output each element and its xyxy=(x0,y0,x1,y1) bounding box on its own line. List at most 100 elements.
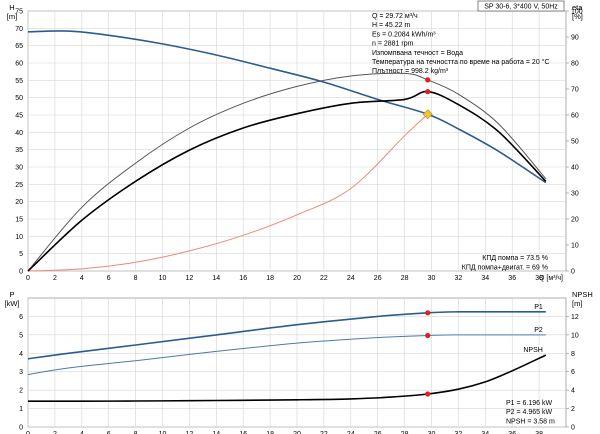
upper-x-tick-label: 0 xyxy=(26,275,30,282)
upper-x-tick-label: 6 xyxy=(107,275,111,282)
upper-x-tick-label: 26 xyxy=(374,275,382,282)
upper-right-tick-label: 0 xyxy=(571,269,575,276)
upper-x-tick-label: 30 xyxy=(428,275,436,282)
lower-x-tick-label: 2 xyxy=(53,431,57,434)
lower-left-tick-label: 0 xyxy=(19,425,23,432)
upper-series-line-1 xyxy=(27,113,429,272)
lower-x-tick-label: 20 xyxy=(293,431,301,434)
upper-x-axis-label: Q [м³/ч] xyxy=(539,275,563,282)
lower-right-tick-label: 8 xyxy=(571,351,575,358)
upper-x-tick-label: 8 xyxy=(134,275,138,282)
lower-right-tick-label: 12 xyxy=(571,314,579,321)
lower-x-tick-label: 26 xyxy=(374,431,382,434)
lower-right-tick-label: 10 xyxy=(571,332,579,339)
header-text: SP 30-6, 3*400 V, 50Hz xyxy=(484,4,558,11)
upper-left-tick-label: 60 xyxy=(15,61,23,68)
lower-x-tick-label: 32 xyxy=(455,431,463,434)
info-line: H = 45.22 m xyxy=(372,22,410,29)
info-line: Es = 0.2084 kWh/m³ xyxy=(372,31,436,38)
upper-x-tick-label: 4 xyxy=(80,275,84,282)
lower-duty-point-marker xyxy=(425,310,431,316)
upper-x-tick-label: 16 xyxy=(239,275,247,282)
lower-left-tick-label: 5 xyxy=(19,332,23,339)
lower-info-line: P2 = 4.965 kW xyxy=(506,409,553,416)
lower-x-tick-label: 30 xyxy=(428,431,436,434)
lower-duty-point-marker xyxy=(425,391,431,397)
upper-left-tick-label: 10 xyxy=(15,234,23,241)
lower-left-tick-label: 1 xyxy=(19,406,23,413)
upper-x-tick-label: 22 xyxy=(320,275,328,282)
lower-left-tick-label: 2 xyxy=(19,388,23,395)
upper-right-tick-label: 90 xyxy=(571,35,579,42)
upper-left-tick-label: 0 xyxy=(19,269,23,276)
upper-x-tick-label: 34 xyxy=(481,275,489,282)
lower-left-tick-label: 6 xyxy=(19,314,23,321)
upper-x-tick-label: 2 xyxy=(53,275,57,282)
lower-right-tick-label: 4 xyxy=(571,388,575,395)
lower-info-line: NPSH = 3.58 m xyxy=(506,418,555,425)
upper-x-tick-label: 36 xyxy=(508,275,516,282)
upper-left-tick-label: 45 xyxy=(15,113,23,120)
upper-right-tick-label: 50 xyxy=(571,139,579,146)
upper-left-axis-unit: [m] xyxy=(7,12,17,21)
lower-x-tick-label: 14 xyxy=(212,431,220,434)
upper-left-tick-label: 30 xyxy=(15,165,23,172)
upper-x-tick-label: 32 xyxy=(455,275,463,282)
upper-right-tick-label: 70 xyxy=(571,87,579,94)
lower-left-axis-label: P xyxy=(9,290,14,299)
lower-x-tick-label: 16 xyxy=(239,431,247,434)
upper-left-tick-label: 20 xyxy=(15,199,23,206)
lower-x-tick-label: 22 xyxy=(320,431,328,434)
lower-x-tick-label: 18 xyxy=(266,431,274,434)
upper-x-tick-label: 24 xyxy=(347,275,355,282)
upper-left-tick-label: 15 xyxy=(15,217,23,224)
lower-x-tick-label: 24 xyxy=(347,431,355,434)
upper-left-tick-label: 65 xyxy=(15,43,23,50)
lower-left-axis-unit: [kW] xyxy=(5,299,20,308)
upper-right-tick-label: 20 xyxy=(571,217,579,224)
upper-x-tick-label: 14 xyxy=(212,275,220,282)
lower-left-tick-label: 3 xyxy=(19,369,23,376)
lower-series-label-p1: P1 xyxy=(534,304,543,311)
lower-left-tick-label: 4 xyxy=(19,351,23,358)
upper-left-tick-label: 70 xyxy=(15,26,23,33)
upper-right-axis-unit: [%] xyxy=(572,12,583,21)
efficiency-legend-line: КПД помпа+двигат. = 69 % xyxy=(462,264,548,271)
lower-right-tick-label: 6 xyxy=(571,369,575,376)
upper-right-axis-label: eta xyxy=(572,3,583,12)
upper-left-tick-label: 75 xyxy=(15,9,23,16)
lower-x-tick-label: 28 xyxy=(401,431,409,434)
upper-right-tick-label: 60 xyxy=(571,113,579,120)
lower-series-line-npsh xyxy=(28,354,547,403)
upper-series-line-3 xyxy=(27,90,547,272)
upper-left-tick-label: 50 xyxy=(15,95,23,102)
upper-x-tick-label: 28 xyxy=(401,275,409,282)
lower-right-axis-label: NPSH xyxy=(572,290,593,299)
upper-right-tick-label: 40 xyxy=(571,165,579,172)
upper-duty-point-marker xyxy=(422,109,433,120)
lower-x-tick-label: 10 xyxy=(159,431,167,434)
upper-right-tick-label: 10 xyxy=(571,243,579,250)
lower-right-tick-label: 2 xyxy=(571,406,575,413)
lower-x-tick-label: 38 xyxy=(535,431,543,434)
lower-x-tick-label: 6 xyxy=(107,431,111,434)
upper-series-line-0 xyxy=(27,30,547,184)
lower-series-line-p1 xyxy=(27,310,546,360)
lower-x-tick-label: 12 xyxy=(186,431,194,434)
upper-x-tick-label: 12 xyxy=(186,275,194,282)
lower-series-line-p2 xyxy=(27,334,546,375)
upper-x-tick-label: 10 xyxy=(159,275,167,282)
upper-left-tick-label: 55 xyxy=(15,78,23,85)
info-line: n = 2881 rpm xyxy=(372,41,414,48)
upper-left-tick-label: 5 xyxy=(19,251,23,258)
info-line: Температура на течността по време на раб… xyxy=(372,58,550,66)
lower-x-tick-label: 4 xyxy=(80,431,84,434)
upper-right-tick-label: 100 xyxy=(571,9,583,16)
upper-left-tick-label: 25 xyxy=(15,182,23,189)
lower-right-axis-unit: [m] xyxy=(572,299,582,308)
header-box xyxy=(477,0,565,12)
upper-series-line-2 xyxy=(27,72,547,272)
lower-x-tick-label: 0 xyxy=(26,431,30,434)
